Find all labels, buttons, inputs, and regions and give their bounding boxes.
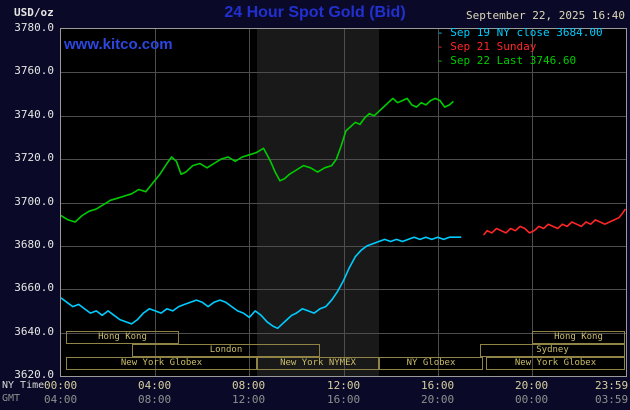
horizontal-gridline [61,159,626,160]
vertical-gridline [155,29,156,376]
vertical-gridline [344,29,345,376]
legend-label: Sep 19 NY close 3684.00 [450,26,603,39]
x-axis-gmt-tick: 04:00 [44,393,78,406]
vertical-gridline [532,29,533,376]
x-axis-gmt-tick: 16:00 [327,393,361,406]
chart-datetime: September 22, 2025 16:40 [466,9,625,22]
y-axis-tick-label: 3640.0 [14,325,54,338]
horizontal-gridline [61,72,626,73]
series-line-sep22 [61,97,454,223]
legend-marker-icon: - [437,26,451,39]
legend-marker-icon: - [437,54,451,67]
y-axis-tick-label: 3660.0 [14,281,54,294]
nymex-session-band [257,29,379,376]
legend-item-sep22: - Sep 22 Last 3746.60 [437,54,603,68]
legend-item-sep21: - Sep 21 Sunday [437,40,603,54]
series-line-sep21 [482,208,626,236]
session-box-ny-globex: NY Globex [379,357,483,370]
x-axis-gmt-tick: 08:00 [138,393,172,406]
plot-area: Hong Kong Hong Kong London Sydney New York G… [60,28,627,377]
x-axis-ny-time-tick: 23:59 [595,379,629,392]
price-series-svg [61,97,626,330]
vertical-gridline [249,29,250,376]
legend-label: Sep 21 Sunday [450,40,537,53]
y-axis-tick-label: 3680.0 [14,238,54,251]
x-axis-gmt-tick: 20:00 [421,393,455,406]
y-axis-tick-label: 3780.0 [14,21,54,34]
session-box-london: London [132,344,320,357]
horizontal-gridline [61,289,626,290]
chart-title: 24 Hour Spot Gold (Bid) [224,4,406,21]
session-box-new-york-globex: New York Globex [486,357,625,370]
session-box-hong-kong: Hong Kong [532,331,625,344]
session-box-hong-kong: Hong Kong [66,331,179,344]
legend-marker-icon: - [437,40,451,53]
price-units-label: USD/oz [14,6,54,19]
x-axis-gmt-tick: 00:00 [515,393,549,406]
kitco-watermark-link[interactable]: www.kitco.com [64,36,173,53]
x-axis-ny-time-tick: 08:00 [232,379,266,392]
horizontal-gridline [61,116,626,117]
y-axis-tick-label: 3740.0 [14,108,54,121]
horizontal-gridline [61,333,626,334]
y-axis-tick-label: 3620.0 [14,368,54,381]
horizontal-gridline [61,246,626,247]
session-box-sydney: Sydney [480,344,625,357]
horizontal-gridline [61,203,626,204]
x-axis-gmt-tick: 12:00 [232,393,266,406]
gmt-axis-label: GMT [2,393,21,404]
x-axis-ny-time-tick: 12:00 [327,379,361,392]
x-axis-ny-time-tick: 20:00 [515,379,549,392]
session-box-new-york-globex: New York Globex [66,357,257,370]
session-box-new-york-nymex: New York NYMEX [257,357,379,370]
x-axis-ny-time-tick: 16:00 [421,379,455,392]
chart-legend: - Sep 19 NY close 3684.00- Sep 21 Sunday… [437,26,603,68]
vertical-gridline [438,29,439,376]
legend-label: Sep 22 Last 3746.60 [450,54,577,67]
legend-item-sep19: - Sep 19 NY close 3684.00 [437,26,603,40]
y-axis-tick-label: 3700.0 [14,195,54,208]
y-axis-tick-label: 3720.0 [14,151,54,164]
y-axis-tick-label: 3760.0 [14,64,54,77]
x-axis-ny-time-tick: 04:00 [138,379,172,392]
x-axis-gmt-tick: 03:59 [595,393,629,406]
x-axis-ny-time-tick: 00:00 [44,379,78,392]
ny-time-axis-label: NY Time [2,380,45,391]
series-line-sep19 [61,236,462,330]
